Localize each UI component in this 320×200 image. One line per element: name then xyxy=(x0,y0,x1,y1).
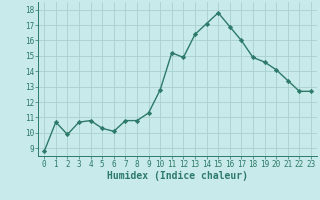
X-axis label: Humidex (Indice chaleur): Humidex (Indice chaleur) xyxy=(107,171,248,181)
